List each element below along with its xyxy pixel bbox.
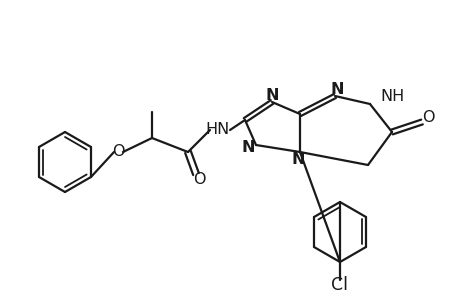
Text: NH: NH [379, 88, 403, 104]
Text: O: O [192, 172, 205, 188]
Text: N: N [330, 82, 343, 97]
Text: HN: HN [206, 122, 230, 137]
Text: Cl: Cl [331, 276, 348, 294]
Text: O: O [112, 145, 124, 160]
Text: N: N [241, 140, 254, 154]
Text: O: O [421, 110, 433, 124]
Text: N: N [265, 88, 278, 103]
Text: N: N [291, 152, 304, 167]
